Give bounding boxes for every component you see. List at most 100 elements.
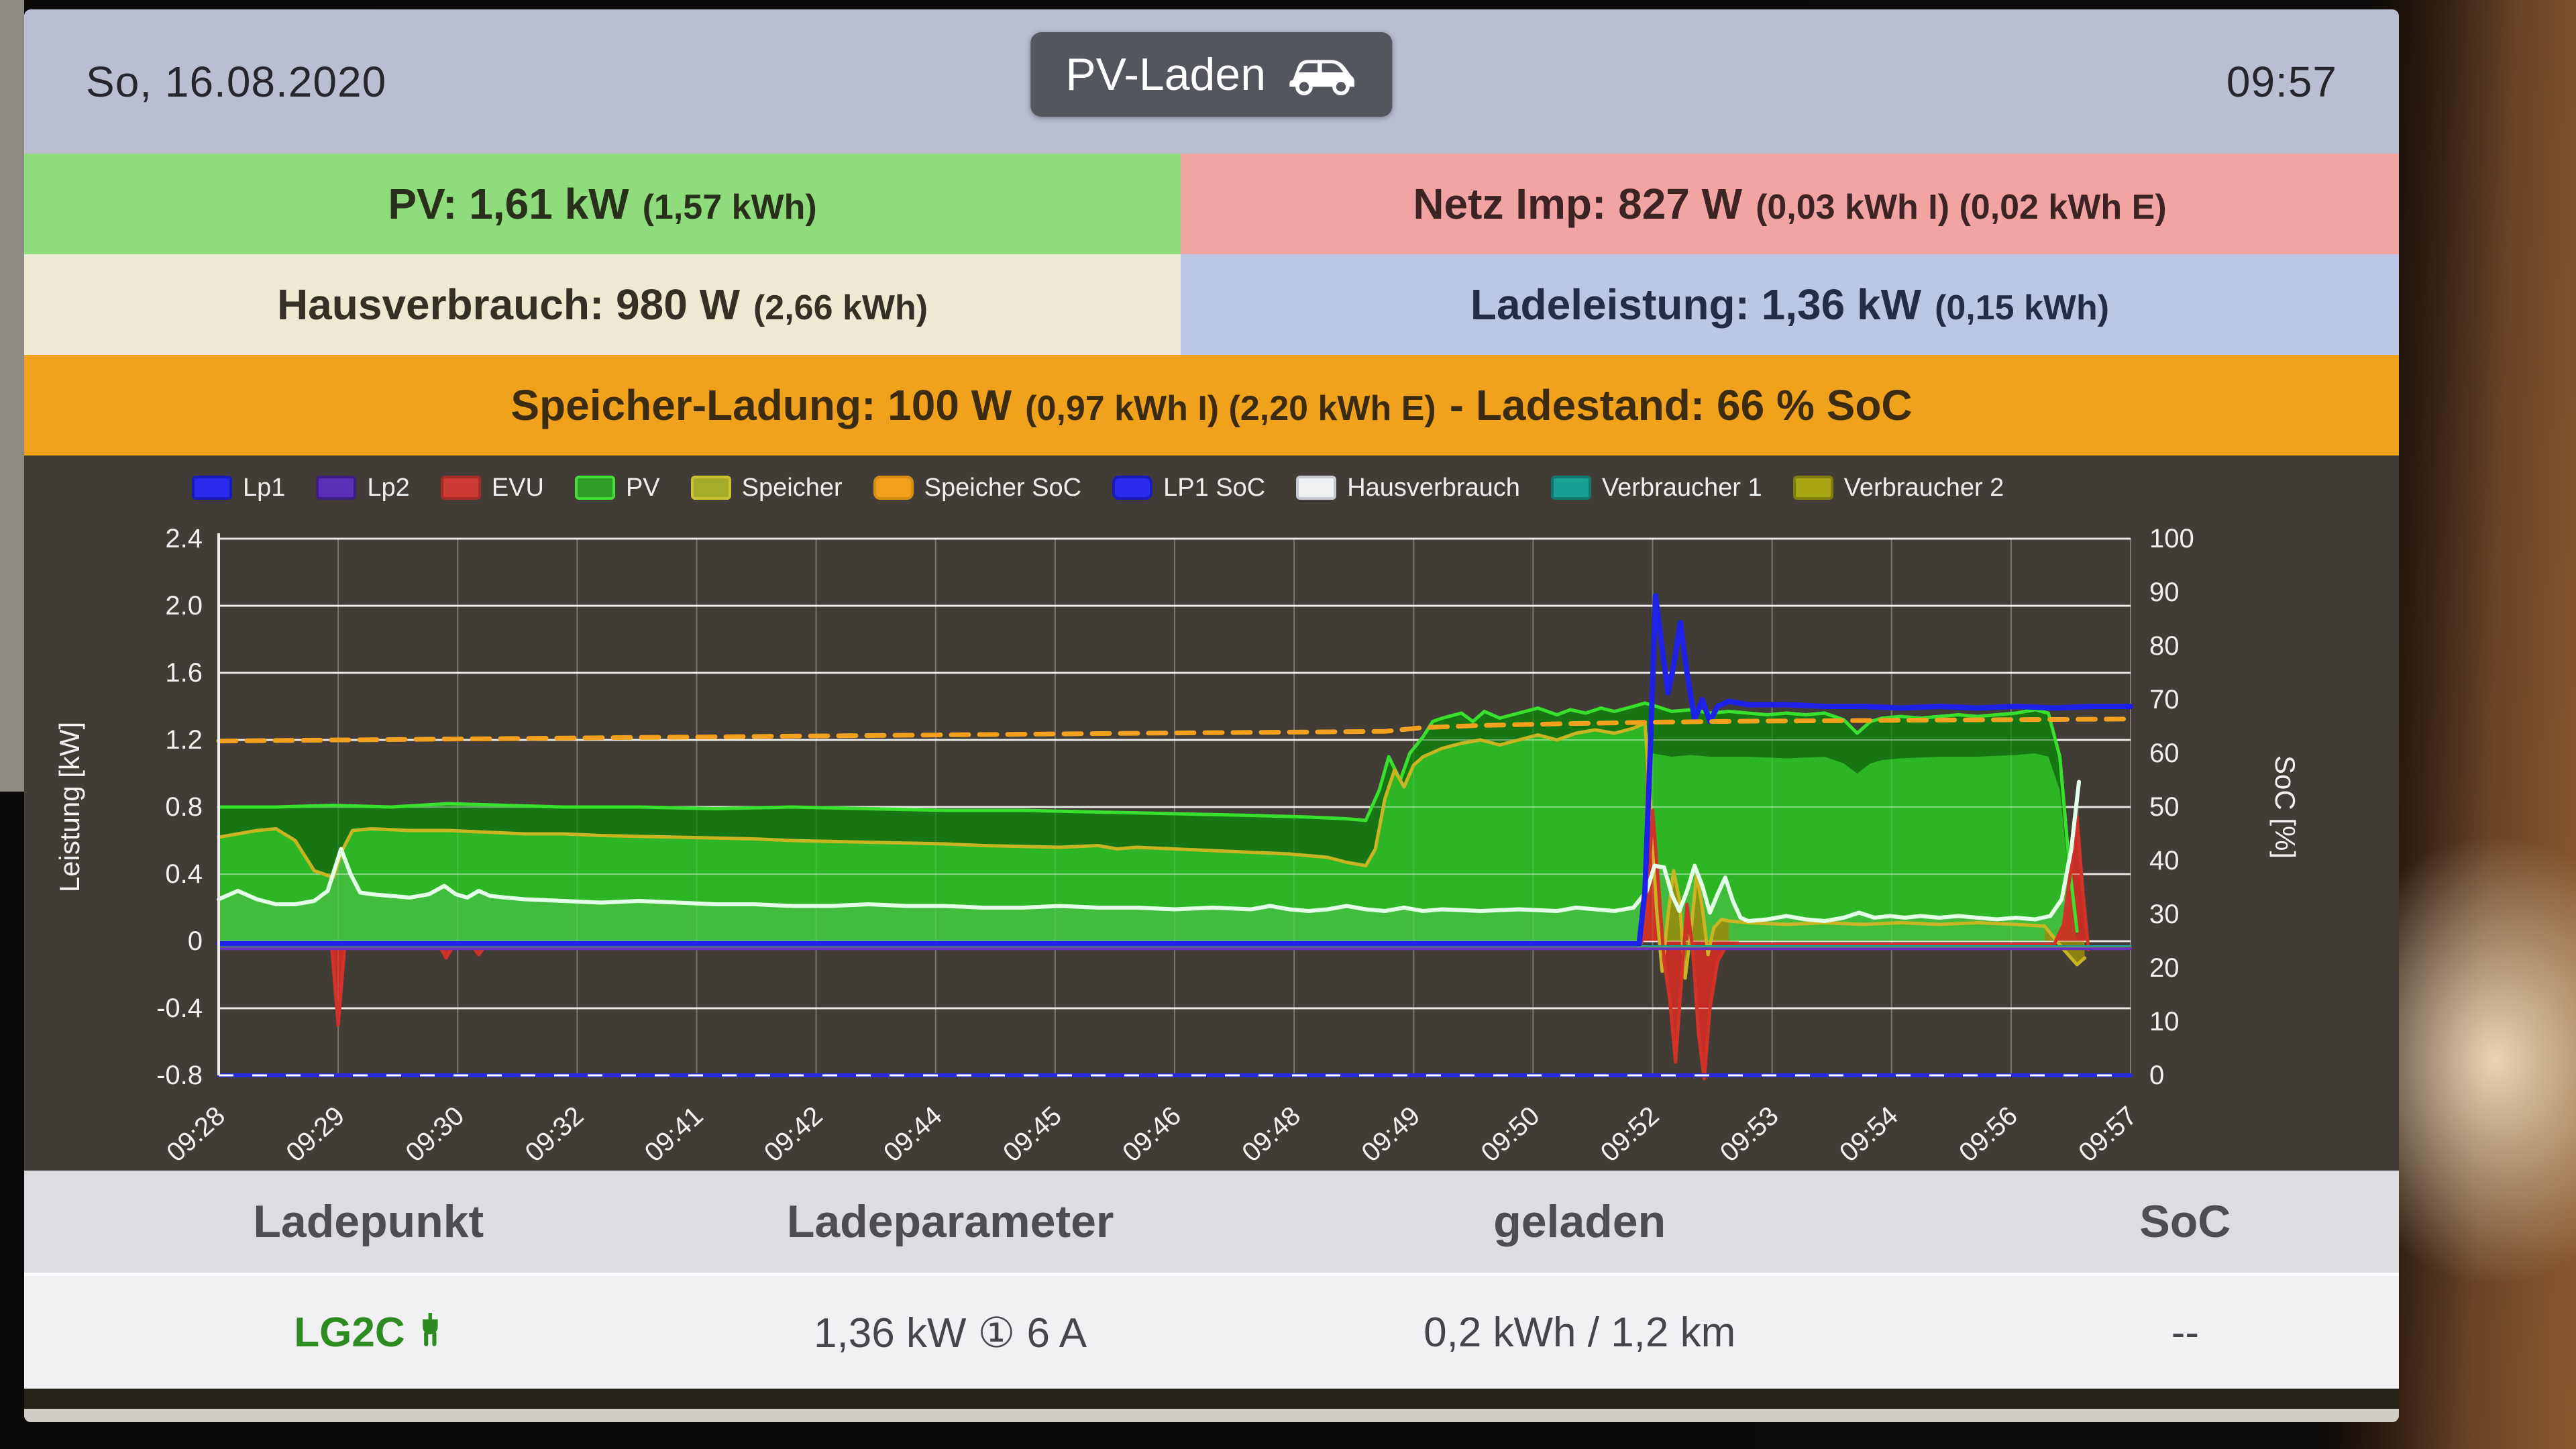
legend-label: Speicher	[741, 473, 843, 502]
legend-swatch	[192, 476, 232, 500]
charge-energy: (0,15 kWh)	[1935, 288, 2110, 327]
svg-text:Leistung [kW]: Leistung [kW]	[54, 722, 85, 892]
legend-item-pv[interactable]: PV	[574, 474, 660, 502]
vehicle-soc-value: --	[2171, 1309, 2200, 1356]
legend-label: Hausverbrauch	[1347, 473, 1520, 502]
legend-label: Verbraucher 1	[1601, 473, 1762, 502]
legend-item-speicher[interactable]: Speicher	[690, 473, 843, 502]
house-consumption-status-bar: Hausverbrauch: 980 W (2,66 kWh)	[24, 254, 1181, 355]
screen-bezel-left	[0, 0, 24, 792]
legend-label: Verbraucher 2	[1843, 473, 2004, 502]
house-consumption-power: Hausverbrauch: 980 W	[276, 280, 740, 329]
svg-text:70: 70	[2149, 685, 2180, 714]
house-consumption-energy: (2,66 kWh)	[753, 288, 928, 327]
legend-swatch	[690, 476, 731, 500]
pv-power: PV: 1,61 kW	[388, 180, 629, 228]
grid-import-energy: (0,03 kWh I) (0,02 kWh E)	[1756, 188, 2167, 227]
svg-text:20: 20	[2149, 953, 2180, 983]
svg-text:-0.4: -0.4	[156, 994, 203, 1023]
battery-soc-label: - Ladestand: 66 % SoC	[1449, 381, 1913, 429]
svg-text:0: 0	[188, 926, 203, 956]
svg-text:-0.8: -0.8	[156, 1061, 203, 1090]
charge-power-status-bar: Ladeleistung: 1,36 kW (0,15 kWh)	[1180, 254, 2399, 355]
svg-text:40: 40	[2149, 846, 2180, 875]
grid-import-power: Netz Imp: 827 W	[1413, 180, 1743, 228]
header-soc: SoC	[2139, 1196, 2231, 1247]
svg-text:90: 90	[2149, 578, 2180, 607]
car-icon	[1286, 51, 1358, 98]
svg-text:09:54: 09:54	[1834, 1101, 1904, 1168]
svg-text:09:48: 09:48	[1236, 1101, 1306, 1168]
svg-text:09:46: 09:46	[1117, 1101, 1187, 1168]
legend-label: Lp2	[367, 473, 410, 502]
legend-item-hausverbrauch[interactable]: Hausverbrauch	[1296, 474, 1520, 502]
svg-text:50: 50	[2149, 792, 2180, 822]
legend-item-speicher-soc[interactable]: Speicher SoC	[873, 474, 1081, 502]
legend-label: LP1 SoC	[1163, 473, 1266, 502]
plug-icon	[417, 1313, 443, 1352]
svg-text:60: 60	[2149, 739, 2180, 768]
screen-bottom-edge	[24, 1409, 2399, 1422]
legend-swatch	[1550, 476, 1591, 500]
chart-area: Lp1 Lp2 EVU PV Speicher Speicher SoC LP1 SoC Ha…	[24, 455, 2399, 1171]
screen-footer	[24, 1389, 2399, 1409]
charge-mode-label: PV-Laden	[1065, 49, 1267, 100]
battery-status-bar: Speicher-Ladung: 100 W (0,97 kWh I) (2,2…	[24, 355, 2399, 455]
svg-text:30: 30	[2149, 900, 2180, 929]
svg-text:100: 100	[2149, 524, 2194, 553]
charge-mode-button[interactable]: PV-Laden	[1030, 32, 1393, 117]
svg-text:0.8: 0.8	[165, 792, 203, 822]
status-bars: PV: 1,61 kW (1,57 kWh) Netz Imp: 827 W (…	[24, 154, 2399, 455]
legend-item-lp1[interactable]: Lp1	[192, 474, 285, 502]
pv-status-bar: PV: 1,61 kW (1,57 kWh)	[24, 154, 1181, 254]
battery-charge-power: Speicher-Ladung: 100 W	[511, 381, 1012, 429]
charge-power: Ladeleistung: 1,36 kW	[1470, 280, 1922, 329]
legend-label: EVU	[491, 473, 544, 502]
legend-swatch	[1112, 476, 1153, 500]
svg-text:09:45: 09:45	[998, 1101, 1067, 1168]
chargepoint-name: LG2C	[294, 1309, 405, 1356]
legend-item-lp2[interactable]: Lp2	[316, 473, 410, 502]
svg-text:09:50: 09:50	[1476, 1101, 1546, 1168]
legend-swatch	[1296, 476, 1337, 500]
power-soc-chart: 2.42.01.61.20.80.40-0.4-0.81009080706050…	[54, 524, 2301, 1168]
svg-text:09:53: 09:53	[1715, 1101, 1784, 1168]
svg-text:09:56: 09:56	[1953, 1101, 2023, 1168]
legend-item-evu[interactable]: EVU	[440, 473, 544, 502]
header-geladen: geladen	[1493, 1196, 1666, 1247]
legend-item-verbraucher-1[interactable]: Verbraucher 1	[1550, 473, 1762, 502]
svg-text:SoC [%]: SoC [%]	[2269, 755, 2301, 859]
chart-legend: Lp1 Lp2 EVU PV Speicher Speicher SoC LP1 SoC Ha…	[24, 455, 2399, 520]
svg-text:2.0: 2.0	[165, 591, 203, 621]
svg-text:09:29: 09:29	[280, 1101, 350, 1168]
svg-text:09:49: 09:49	[1356, 1101, 1426, 1168]
charge-parameter-value: 1,36 kW ① 6 A	[814, 1309, 1087, 1356]
svg-text:1.6: 1.6	[165, 658, 203, 688]
top-bar: So, 16.08.2020 PV-Laden 09:57	[24, 9, 2399, 154]
pv-energy: (1,57 kWh)	[642, 188, 817, 227]
legend-swatch	[440, 476, 481, 500]
svg-text:09:41: 09:41	[639, 1101, 709, 1168]
header-ladepunkt: Ladepunkt	[253, 1196, 484, 1247]
current-date: So, 16.08.2020	[86, 57, 387, 106]
svg-text:09:42: 09:42	[759, 1101, 828, 1168]
legend-swatch	[316, 476, 357, 500]
legend-item-lp1-soc[interactable]: LP1 SoC	[1112, 474, 1265, 502]
svg-text:09:28: 09:28	[161, 1101, 231, 1168]
legend-swatch	[873, 476, 914, 500]
svg-text:80: 80	[2149, 631, 2180, 661]
table-header-row: Ladepunkt Ladeparameter geladen SoC	[24, 1171, 2399, 1273]
chargepoint-name-cell[interactable]: LG2C	[24, 1276, 713, 1389]
svg-text:09:52: 09:52	[1595, 1101, 1665, 1168]
current-time: 09:57	[2226, 57, 2337, 106]
grid-import-status-bar: Netz Imp: 827 W (0,03 kWh I) (0,02 kWh E…	[1180, 154, 2399, 254]
legend-item-verbraucher-2[interactable]: Verbraucher 2	[1792, 473, 2004, 502]
svg-text:0: 0	[2149, 1061, 2164, 1090]
svg-text:09:57: 09:57	[2073, 1101, 2143, 1168]
legend-swatch	[574, 476, 615, 500]
svg-text:09:30: 09:30	[400, 1101, 470, 1168]
svg-text:2.4: 2.4	[165, 524, 203, 553]
svg-text:10: 10	[2149, 1007, 2180, 1036]
svg-text:09:44: 09:44	[878, 1101, 948, 1168]
table-value-row: LG2C 1,36 kW ① 6 A 0,2 kWh / 1,2 km --	[24, 1273, 2399, 1389]
